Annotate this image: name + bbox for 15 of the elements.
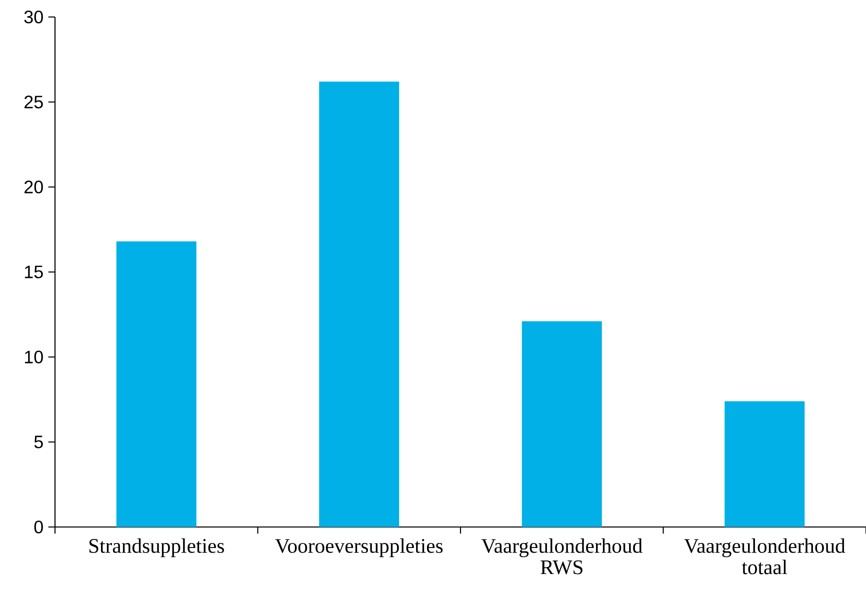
y-tick-label: 5: [34, 436, 43, 448]
x-tick-label: Strandsuppleties: [89, 538, 224, 558]
y-tick-label: 15: [24, 266, 43, 278]
bar: [116, 241, 196, 527]
y-tick-label: 30: [24, 10, 43, 24]
x-tick-label: Vaargeulonderhoud RWS: [481, 538, 642, 574]
bar: [522, 321, 602, 527]
bar: [724, 401, 805, 527]
x-tick-label: Vooroeversuppleties: [275, 538, 443, 558]
y-tick-label: 25: [24, 96, 43, 108]
bar: [319, 82, 400, 527]
y-tick-label: 10: [24, 350, 43, 364]
x-tick-label: Vaargeulonderhoud totaal: [684, 538, 846, 574]
y-tick-label: 0: [34, 520, 43, 534]
y-tick-label: 20: [24, 180, 43, 194]
